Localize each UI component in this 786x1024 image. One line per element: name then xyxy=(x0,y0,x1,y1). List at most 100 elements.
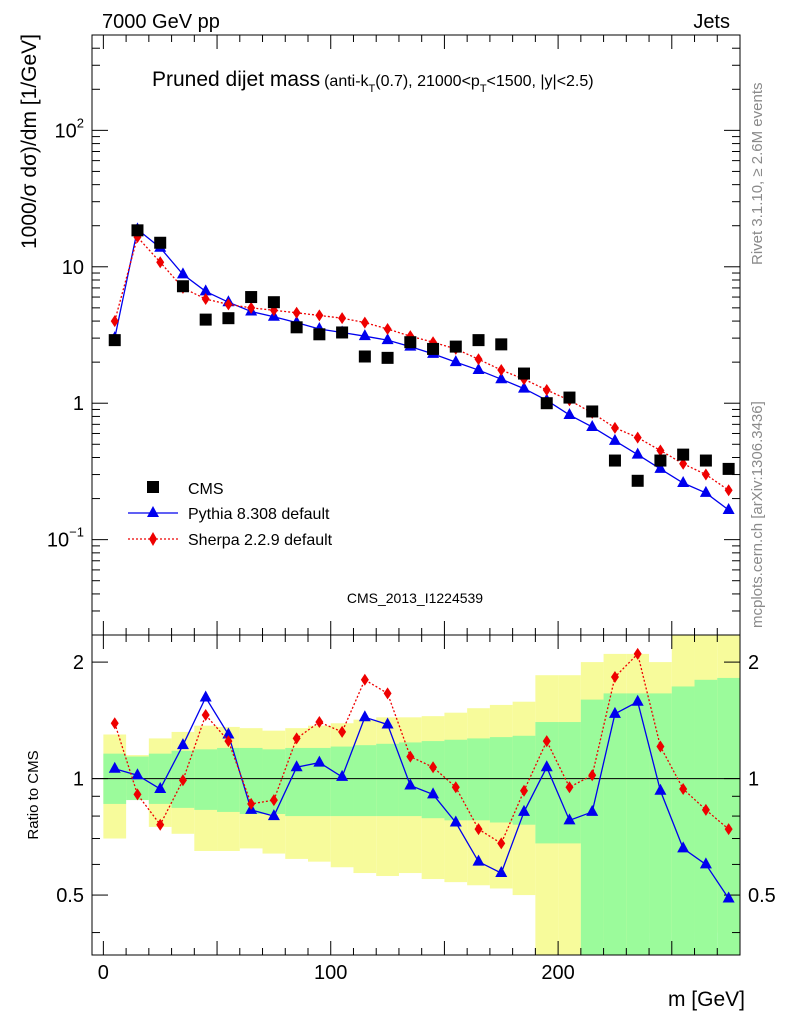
inner-band-bin xyxy=(694,679,718,955)
cms-main-point xyxy=(176,280,189,293)
pythia-ratio-point xyxy=(222,727,235,739)
sherpa-main-point xyxy=(383,322,392,335)
main-y-tick-label: 1 xyxy=(73,393,84,415)
pythia-main-line xyxy=(114,228,730,511)
cms-main-point xyxy=(654,454,667,467)
mcplots-reference-label: mcplots.cern.ch [arXiv:1306.3436] xyxy=(749,401,766,628)
inner-band-bin xyxy=(353,745,377,817)
sherpa-main-point xyxy=(360,316,369,329)
sherpa-ratio-point xyxy=(133,788,142,801)
inner-band-bin xyxy=(330,746,354,817)
inner-band-bin xyxy=(489,737,513,823)
sherpa-ratio-point xyxy=(269,794,278,807)
inner-band-bin xyxy=(626,693,650,955)
pythia-ratio-point xyxy=(381,717,394,729)
pythia-ratio-point xyxy=(404,778,417,790)
pythia-ratio-point xyxy=(472,854,485,866)
legend-marker-pythia xyxy=(147,506,159,517)
ratio-y-tick-label: 1 xyxy=(73,769,84,791)
plot-title-sub-2: (0.7), 21000<p xyxy=(375,73,480,90)
sherpa-main-line xyxy=(114,235,730,491)
plot-title-sub-t2: T xyxy=(480,83,487,95)
sherpa-ratio-point xyxy=(520,784,528,797)
plot-title-sub-t1: T xyxy=(369,83,376,95)
pythia-main-point xyxy=(358,329,371,341)
pythia-ratio-point xyxy=(199,690,212,702)
sherpa-main-point xyxy=(201,293,210,306)
inner-band-bin xyxy=(239,747,263,814)
pythia-ratio-point xyxy=(449,815,462,827)
cms-main-point xyxy=(313,328,326,341)
process-label: Jets xyxy=(693,11,730,33)
sherpa-ratio-point xyxy=(315,716,324,729)
x-tick-label: 100 xyxy=(314,962,347,984)
legend-label-sherpa: Sherpa 2.2.9 default xyxy=(188,532,333,549)
legend: CMS Pythia 8.308 default Sherpa 2.2.9 de… xyxy=(128,481,333,549)
sherpa-ratio-point xyxy=(110,717,119,730)
pythia-main-point xyxy=(677,476,690,488)
cms-main-point xyxy=(267,296,280,309)
pythia-main-point xyxy=(518,381,530,393)
pythia-ratio-point xyxy=(540,760,553,772)
pythia-main-point xyxy=(654,461,667,473)
sherpa-ratio-point xyxy=(383,687,392,700)
sherpa-ratio-point xyxy=(156,818,165,831)
plot-title-sub-3: <1500, |y|<2.5) xyxy=(487,73,594,90)
inner-band-bin xyxy=(376,743,399,817)
analysis-watermark: CMS_2013_I1224539 xyxy=(347,590,483,606)
pythia-ratio-point xyxy=(176,738,189,750)
sherpa-main-point xyxy=(656,444,665,457)
sherpa-ratio-point xyxy=(588,769,597,782)
sherpa-ratio-point xyxy=(474,823,483,836)
sherpa-ratio-point xyxy=(292,732,301,745)
pythia-ratio-line xyxy=(114,696,730,899)
pythia-ratio-point xyxy=(608,706,621,718)
cms-main-point xyxy=(245,291,258,304)
cms-main-point xyxy=(427,342,440,355)
cms-main-point xyxy=(472,334,485,347)
cms-main-point xyxy=(108,334,121,347)
inner-band-bin xyxy=(262,749,286,814)
pythia-ratio-point xyxy=(518,804,530,816)
cms-main-point xyxy=(631,474,644,487)
main-y-tick-label: 102 xyxy=(55,115,84,142)
sherpa-ratio-point xyxy=(679,782,688,795)
sherpa-ratio-point xyxy=(201,708,210,721)
pythia-main-point xyxy=(381,333,394,345)
cms-main-point xyxy=(495,338,508,351)
energy-label: 7000 GeV pp xyxy=(102,11,220,33)
sherpa-main-point xyxy=(292,306,301,319)
x-tick-label: 200 xyxy=(541,962,574,984)
sherpa-main-point xyxy=(474,353,483,366)
inner-band-bin xyxy=(444,739,468,821)
pythia-ratio-point xyxy=(495,866,508,878)
pythia-main-point xyxy=(449,355,462,367)
sherpa-main-point xyxy=(701,468,710,481)
cms-main-point xyxy=(199,313,212,326)
sherpa-main-point xyxy=(315,309,324,322)
inner-band-bin xyxy=(580,699,604,955)
pythia-ratio-point xyxy=(654,783,667,795)
sherpa-ratio-line xyxy=(114,652,730,845)
legend-label-cms: CMS xyxy=(188,481,224,498)
x-axis-label: m [GeV] xyxy=(668,988,745,1011)
pythia-ratio-point xyxy=(631,694,644,706)
pythia-ratio-point xyxy=(427,787,440,799)
main-y-axis-label: 1000/σ dσ)/dm [1/GeV] xyxy=(18,34,41,249)
cms-main-point xyxy=(677,448,690,461)
pythia-main-point xyxy=(631,447,644,459)
sherpa-ratio-point xyxy=(429,761,438,774)
sherpa-ratio-point xyxy=(701,803,710,816)
legend-marker-cms xyxy=(147,481,159,493)
ratio-y-tick-label: 0.5 xyxy=(56,885,84,907)
inner-band-bin xyxy=(421,741,445,819)
rivet-version-label: Rivet 3.1.10, ≥ 2.6M events xyxy=(749,83,766,266)
sherpa-ratio-point xyxy=(610,671,619,684)
sherpa-ratio-point xyxy=(224,735,233,748)
sherpa-ratio-point xyxy=(497,837,506,850)
cms-main-point xyxy=(722,462,735,475)
pythia-main-point xyxy=(199,284,212,296)
sherpa-ratio-point xyxy=(724,823,733,836)
inner-band-bin xyxy=(467,738,490,821)
